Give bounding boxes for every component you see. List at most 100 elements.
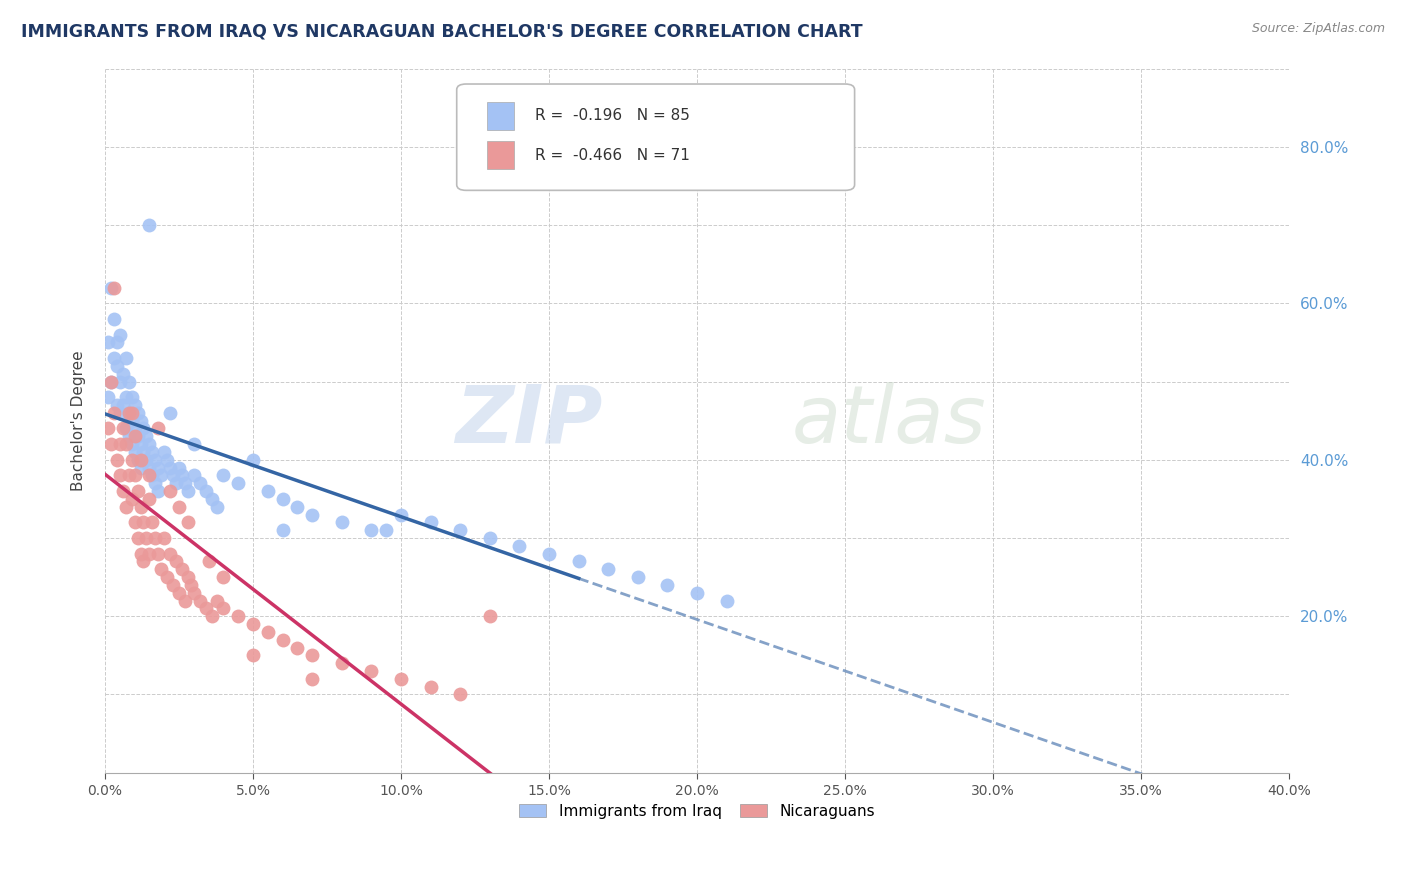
Point <box>301 648 323 663</box>
Point <box>138 547 160 561</box>
Point <box>138 491 160 506</box>
Point <box>478 609 501 624</box>
Point <box>148 484 170 499</box>
Point <box>114 421 136 435</box>
Point <box>138 218 160 232</box>
Point <box>200 609 222 624</box>
Point <box>150 468 173 483</box>
Point <box>207 593 229 607</box>
Point <box>111 484 134 499</box>
Point <box>242 617 264 632</box>
Point <box>162 468 184 483</box>
Point <box>389 672 412 686</box>
Point <box>159 460 181 475</box>
Point <box>177 570 200 584</box>
Point <box>226 609 249 624</box>
Point <box>188 593 211 607</box>
Point <box>167 586 190 600</box>
Point <box>121 452 143 467</box>
Point <box>197 554 219 568</box>
Point <box>118 468 141 483</box>
Point <box>242 452 264 467</box>
Point <box>449 688 471 702</box>
Point <box>141 516 163 530</box>
Point <box>114 500 136 514</box>
Point <box>138 437 160 451</box>
Point <box>212 601 235 615</box>
Legend: Immigrants from Iraq, Nicaraguans: Immigrants from Iraq, Nicaraguans <box>513 797 882 825</box>
Point <box>108 468 131 483</box>
Point <box>103 406 125 420</box>
Point <box>129 500 152 514</box>
Point <box>129 460 152 475</box>
Point <box>256 624 278 639</box>
Point <box>167 460 190 475</box>
Y-axis label: Bachelor's Degree: Bachelor's Degree <box>72 351 86 491</box>
Point <box>183 586 205 600</box>
Point <box>174 593 197 607</box>
Point <box>162 578 184 592</box>
Point <box>100 375 122 389</box>
Point <box>100 375 122 389</box>
Point <box>135 531 157 545</box>
Point <box>627 570 650 584</box>
Point <box>657 578 679 592</box>
Point <box>159 547 181 561</box>
Point <box>108 375 131 389</box>
Point <box>156 570 179 584</box>
Point <box>287 500 309 514</box>
Point <box>150 562 173 576</box>
Point <box>97 390 120 404</box>
Point <box>194 601 217 615</box>
Point <box>419 516 441 530</box>
Point <box>212 468 235 483</box>
Point <box>105 335 128 350</box>
Point <box>135 452 157 467</box>
Text: Source: ZipAtlas.com: Source: ZipAtlas.com <box>1251 22 1385 36</box>
Point <box>121 437 143 451</box>
Point <box>138 468 160 483</box>
Point <box>129 437 152 451</box>
Point <box>118 375 141 389</box>
Point <box>100 437 122 451</box>
Point <box>132 516 155 530</box>
Point <box>127 429 149 443</box>
FancyBboxPatch shape <box>457 84 855 190</box>
Text: ZIP: ZIP <box>456 382 602 459</box>
Point <box>686 586 709 600</box>
Point <box>100 280 122 294</box>
Point <box>449 523 471 537</box>
Point <box>148 421 170 435</box>
Point <box>105 452 128 467</box>
Point <box>124 516 146 530</box>
Point <box>153 445 176 459</box>
Point <box>97 421 120 435</box>
Text: atlas: atlas <box>792 382 987 459</box>
FancyBboxPatch shape <box>488 102 513 130</box>
Point <box>177 484 200 499</box>
Point <box>200 491 222 506</box>
Point <box>159 484 181 499</box>
Point <box>170 468 193 483</box>
Point <box>127 484 149 499</box>
Point <box>143 476 166 491</box>
Point <box>212 570 235 584</box>
Point <box>153 531 176 545</box>
Point <box>118 429 141 443</box>
Point <box>188 476 211 491</box>
Point <box>127 406 149 420</box>
Point <box>97 335 120 350</box>
Point <box>114 390 136 404</box>
Point <box>143 531 166 545</box>
Point <box>716 593 738 607</box>
Point <box>148 547 170 561</box>
Text: R =  -0.196   N = 85: R = -0.196 N = 85 <box>534 108 690 123</box>
Point <box>103 351 125 365</box>
Point <box>165 554 187 568</box>
Point <box>478 531 501 545</box>
Point <box>105 359 128 373</box>
Point <box>330 656 353 670</box>
Point <box>127 531 149 545</box>
Point <box>111 421 134 435</box>
Point <box>419 680 441 694</box>
